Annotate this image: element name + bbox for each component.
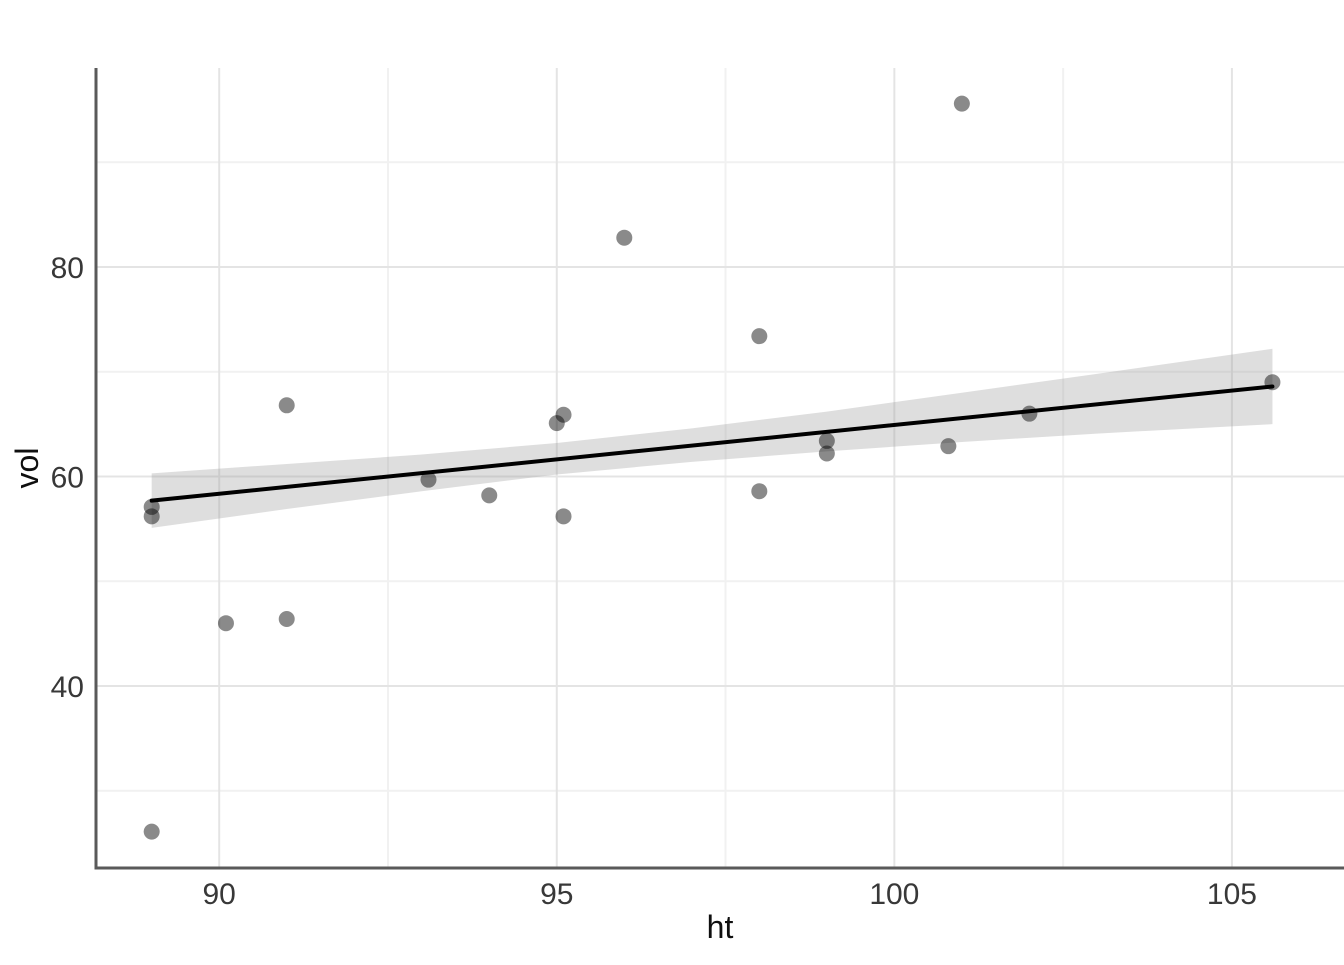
data-point	[144, 508, 160, 524]
data-point	[819, 445, 835, 461]
data-point	[751, 328, 767, 344]
data-point	[616, 230, 632, 246]
data-point	[1021, 406, 1037, 422]
data-point	[556, 407, 572, 423]
data-point	[218, 615, 234, 631]
data-point	[751, 483, 767, 499]
x-axis-title: ht	[707, 909, 734, 945]
y-tick-label: 60	[51, 462, 84, 495]
y-axis-title: vol	[9, 448, 45, 489]
confidence-band	[152, 349, 1273, 528]
x-tick-label: 95	[540, 878, 573, 911]
confidence-band-layer	[152, 349, 1273, 528]
data-point	[279, 611, 295, 627]
y-tick-label: 80	[51, 252, 84, 285]
x-tick-label: 105	[1207, 878, 1257, 911]
data-point	[481, 487, 497, 503]
data-point	[954, 96, 970, 112]
data-point	[940, 438, 956, 454]
regression-line	[152, 386, 1273, 500]
data-point	[1264, 374, 1280, 390]
x-tick-label: 100	[869, 878, 919, 911]
data-point	[144, 824, 160, 840]
data-point	[556, 508, 572, 524]
x-tick-label: 90	[203, 878, 236, 911]
regression-line-layer	[152, 386, 1273, 500]
y-tick-label: 40	[51, 671, 84, 704]
data-point	[420, 472, 436, 488]
data-point	[279, 397, 295, 413]
